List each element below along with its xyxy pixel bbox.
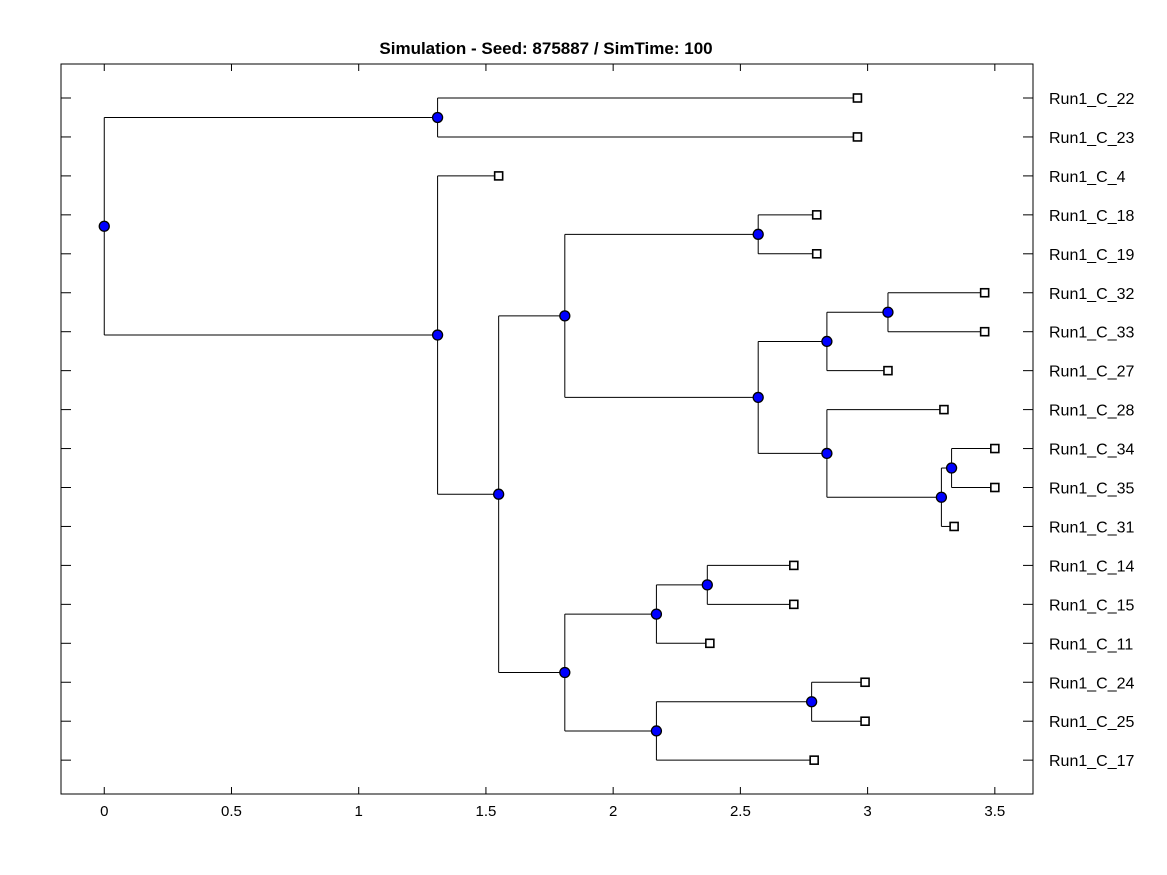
x-tick-label: 2.5 [730, 803, 751, 820]
leaf-label: Run1_C_25 [1049, 714, 1135, 731]
leaf-label: Run1_C_15 [1049, 597, 1135, 614]
internal-node-marker [559, 310, 571, 322]
leaf-labels: Run1_C_22 Run1_C_23 Run1_C_4 Run1_C_18 Run1_… [1049, 91, 1135, 770]
leaf-label: Run1_C_33 [1049, 325, 1135, 342]
leaf-label: Run1_C_23 [1049, 130, 1135, 147]
leaf-label: Run1_C_4 [1049, 169, 1126, 186]
internal-node-marker [805, 696, 818, 708]
node-markers [98, 93, 1000, 765]
internal-node-marker [935, 491, 948, 503]
x-tick-label: 0 [100, 803, 108, 820]
internal-node-marker [98, 220, 110, 232]
leaf-marker [883, 365, 893, 376]
plot-area [60, 63, 1034, 795]
leaf-marker [789, 599, 799, 610]
leaf-marker [979, 287, 990, 298]
leaf-marker [811, 249, 822, 259]
internal-node-marker [650, 608, 663, 620]
leaf-marker [852, 93, 863, 103]
leaf-label: Run1_C_31 [1049, 519, 1135, 536]
leaf-label: Run1_C_24 [1049, 675, 1135, 692]
leaf-label: Run1_C_14 [1049, 558, 1135, 575]
leaf-marker [990, 482, 1000, 493]
leaf-marker [949, 521, 959, 532]
internal-node-marker [882, 306, 894, 318]
leaf-label: Run1_C_11 [1049, 636, 1133, 653]
leaf-marker [939, 404, 949, 415]
leaf-label: Run1_C_18 [1049, 208, 1135, 225]
x-tick-label: 2 [609, 803, 617, 820]
branch-lines [103, 97, 995, 761]
leaf-marker [809, 755, 819, 765]
leaf-marker [811, 210, 822, 220]
internal-node-marker [821, 335, 833, 348]
internal-node-marker [559, 666, 571, 679]
leaf-label: Run1_C_22 [1049, 91, 1135, 108]
leaf-marker [705, 638, 715, 649]
x-tick-label: 3.5 [984, 803, 1005, 820]
axis-ticks: 0 0.5 1 1.5 2 2.5 3 3.5 [61, 64, 1033, 820]
internal-node-marker [821, 447, 833, 460]
leaf-marker [493, 171, 504, 181]
leaf-label: Run1_C_27 [1049, 364, 1135, 381]
internal-node-marker [701, 579, 713, 591]
chart-title: Simulation - Seed: 875887 / SimTime: 100 [379, 39, 712, 58]
x-tick-label: 1 [355, 803, 363, 820]
leaf-marker [990, 443, 1000, 454]
leaf-label: Run1_C_32 [1049, 286, 1135, 303]
internal-node-marker [945, 462, 958, 474]
internal-node-marker [752, 228, 764, 240]
internal-node-marker [650, 725, 663, 737]
leaf-marker [979, 326, 990, 337]
leaf-label: Run1_C_28 [1049, 403, 1135, 420]
leaf-label: Run1_C_19 [1049, 247, 1135, 264]
x-tick-label: 0.5 [221, 803, 242, 820]
x-tick-label: 3 [863, 803, 871, 820]
internal-node-marker [493, 488, 505, 500]
leaf-label: Run1_C_17 [1049, 753, 1135, 770]
leaf-marker [852, 132, 863, 142]
leaf-marker [860, 716, 870, 727]
x-tick-label: 1.5 [476, 803, 497, 820]
internal-node-marker [431, 111, 444, 124]
leaf-marker [860, 677, 870, 688]
leaf-label: Run1_C_34 [1049, 442, 1135, 459]
internal-node-marker [752, 391, 764, 404]
internal-node-marker [431, 329, 444, 341]
leaf-marker [789, 560, 799, 571]
leaf-label: Run1_C_35 [1049, 481, 1135, 498]
